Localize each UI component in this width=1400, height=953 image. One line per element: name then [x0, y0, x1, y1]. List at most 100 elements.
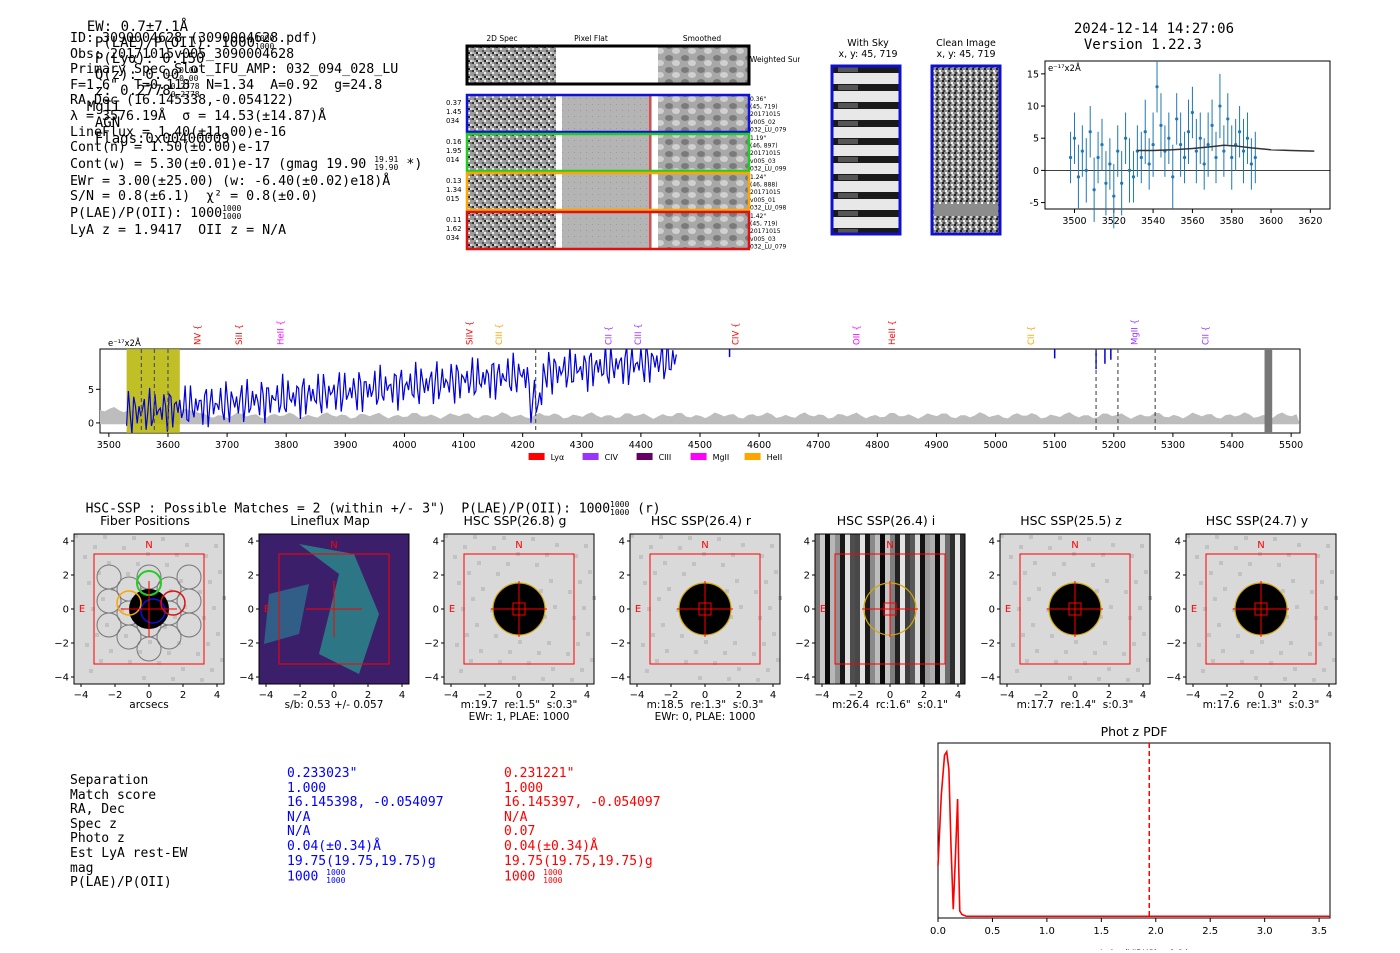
zoom-data-point: [1151, 143, 1155, 147]
agn-label: AGN: [94, 115, 121, 131]
cutout-noise: [570, 678, 574, 682]
cutout-ytick-label: −2: [795, 639, 810, 650]
cutout-north-label: N: [1257, 540, 1264, 551]
cutout-panel: Fiber Positions N E 4 2 0 −2 −4 −4 −2 0 2 4 arcsecs: [50, 510, 235, 725]
cutout-xtick-label: −4: [74, 690, 89, 701]
cutout-caption-line1: s/b: 0.53 +/- 0.057: [284, 699, 384, 711]
zoom-plot-frame: [1044, 60, 1331, 210]
full-xtick-label: 5100: [1043, 440, 1067, 451]
cutout-noise: [704, 640, 708, 644]
cutout-noise: [756, 678, 760, 682]
cutout-caption: arcsecs: [74, 699, 224, 711]
z-value: z: 0.2778: [94, 83, 171, 99]
zoom-data-point: [1131, 175, 1136, 179]
cutout-noise: [138, 650, 142, 654]
zoom-xtick-label: 3540: [1141, 216, 1165, 227]
cutout-noise: [1048, 546, 1052, 550]
cutout-noise: [1215, 535, 1219, 539]
cutout-noise: [206, 642, 210, 646]
spec2d-row-right-label: v005_03: [750, 158, 776, 165]
cutout-stripe: [815, 534, 820, 684]
cutout-noise: [475, 623, 479, 627]
cutout-caption: s/b: 0.53 +/- 0.057: [259, 699, 409, 711]
cutout-noise: [643, 581, 647, 585]
full-xtick-label: 4400: [629, 440, 653, 451]
full-xtick-label: 3800: [274, 440, 298, 451]
cutout-noise: [1054, 660, 1058, 664]
cutout-xtick-label: 2: [1292, 690, 1298, 701]
cutout-noise: [1064, 650, 1068, 654]
cutout-box: [834, 553, 946, 665]
cutout-noise: [101, 597, 105, 601]
full-xtick-label: 4300: [570, 440, 594, 451]
cutout-noise: [1283, 677, 1287, 681]
full-xtick-label: 5400: [1220, 440, 1244, 451]
cutout-stripe: [935, 534, 940, 684]
full-xtick-label: 4900: [924, 440, 948, 451]
fiber-circle: [116, 624, 142, 650]
cutout-noise: [122, 546, 126, 550]
spec2d-row-right-label: 20171015: [750, 228, 781, 235]
full-xtick-label: 5500: [1279, 440, 1303, 451]
cutout-noise: [1195, 555, 1199, 559]
cutout-xtick-label: −2: [293, 690, 308, 701]
zoom-data-point: [1190, 110, 1195, 115]
cutout-noise: [539, 589, 543, 593]
cutout-noise: [1223, 587, 1227, 591]
cutout-noise: [698, 676, 702, 680]
zoom-data-point: [1206, 143, 1210, 147]
cutout-noise: [547, 641, 551, 645]
full-line-label: CIV {: [731, 323, 741, 345]
full-xtick-label: 5200: [1102, 440, 1126, 451]
cutout-north-label: N: [515, 540, 522, 551]
zoom-data-point: [1253, 155, 1257, 160]
cutout-noise: [481, 587, 485, 591]
cutout-noise: [1011, 643, 1015, 647]
cutout-noise: [157, 661, 161, 665]
cutout-noise: [541, 677, 545, 681]
cutout-xtick-label: 0: [887, 690, 893, 701]
cutout-noise: [142, 676, 146, 680]
cutout-noise: [582, 606, 586, 610]
cutout-noise: [727, 677, 731, 681]
cutout-noise: [1332, 658, 1336, 662]
cutout-xtick-label: −4: [1000, 690, 1015, 701]
full-xtick-label: 5000: [983, 440, 1007, 451]
spec2d-row-left-label: 1.62: [446, 225, 462, 233]
cutout-noise: [477, 561, 481, 565]
qz-fraction: 0.00 0.00: [179, 66, 199, 83]
zoom-data-point: [1072, 136, 1077, 140]
cutout-noise: [492, 546, 496, 550]
zoom-data-point: [1249, 162, 1253, 166]
label-photo-z: Photo z: [70, 831, 125, 847]
cutout-noise: [163, 625, 167, 629]
cutout-noise: [471, 597, 475, 601]
cutout-noise: [1213, 597, 1217, 601]
cutout-noise: [760, 554, 764, 558]
zoom-data-point: [1100, 143, 1104, 147]
cutout-noise: [729, 615, 733, 619]
zoom-data-point: [1198, 136, 1202, 140]
cutout-panel: Lineflux Map N E 4 2 0 −2 −4 −4 −2 0 2 4 s/b: 0.53 +/…: [235, 510, 420, 725]
info-sn: S/N = 0.8(±6.1) χ² = 0.8(±0.0): [70, 189, 319, 205]
cutout-noise: [1240, 660, 1244, 664]
red-est-lya: 0.04(±0.34)Å: [504, 838, 598, 854]
cutout-caption-line1: m:19.7 re:1.5" s:0.3": [460, 699, 578, 711]
cutout-xtick-label: 2: [550, 690, 556, 701]
full-legend-label: CIV: [605, 453, 619, 462]
cutout-noise: [545, 553, 549, 557]
cutout-noise: [1058, 536, 1062, 540]
zoom-data-point: [1175, 117, 1179, 121]
detection-info: ID: 3090004628 (3090004628.pdf) Obs: 201…: [70, 31, 422, 239]
cutout-noise: [1015, 669, 1019, 673]
cutout-noise: [212, 606, 216, 610]
cutout-noise: [723, 651, 727, 655]
cutout-caption-line1: m:17.6 re:1.3" s:0.3": [1202, 699, 1320, 711]
cutout-noise: [196, 652, 200, 656]
cutout-ytick-label: −2: [54, 639, 69, 650]
cutout-stripe: [940, 534, 945, 684]
zoom-data-point: [1182, 155, 1187, 160]
cutout-image: N E 4 2 0 −2 −4 −4 −2 0 2 4: [424, 533, 596, 701]
cutout-noise: [772, 632, 776, 636]
